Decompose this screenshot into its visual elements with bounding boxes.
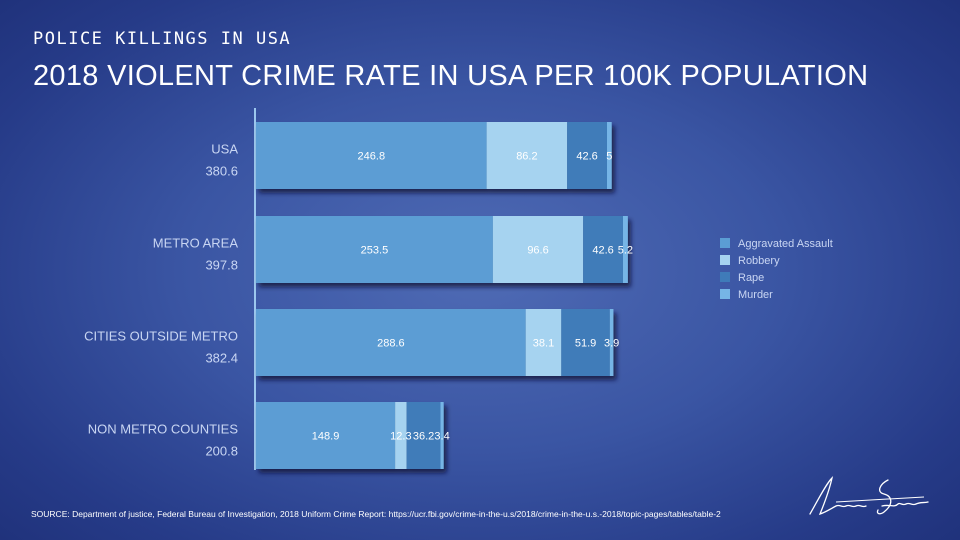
bars-layer	[256, 122, 628, 469]
bar-segment	[486, 122, 568, 189]
signature-logo	[809, 475, 929, 516]
data-label: 96.6	[527, 245, 548, 257]
bar-segment	[622, 216, 628, 283]
bar-segment	[583, 216, 623, 283]
legend-swatch	[720, 272, 730, 282]
legend-label: Rape	[738, 272, 764, 284]
bar-segment	[440, 402, 444, 469]
bar-segment	[406, 402, 441, 469]
total-label: 380.6	[205, 164, 238, 179]
bar-segment	[256, 122, 487, 189]
bar-segment	[395, 402, 407, 469]
data-label: 36.2	[413, 431, 434, 443]
bar-segment	[606, 122, 612, 189]
bar-segment	[561, 309, 610, 376]
legend-swatch	[720, 289, 730, 299]
data-label: 38.1	[533, 338, 554, 350]
chart-kicker: POLICE KILLINGS IN USA	[33, 29, 292, 49]
data-label: 5	[606, 151, 612, 163]
bar-segment	[525, 309, 562, 376]
bar-group	[256, 309, 614, 376]
data-label: 246.8	[358, 151, 386, 163]
legend: Aggravated Assault Robbery Rape Murder	[720, 238, 833, 301]
data-label: 253.5	[361, 245, 389, 257]
category-label: CITIES OUTSIDE METRO	[84, 329, 238, 344]
data-label: 3.4	[434, 431, 449, 443]
data-label: 42.6	[576, 151, 597, 163]
data-label: 86.2	[516, 151, 537, 163]
data-label: 12.3	[390, 431, 411, 443]
data-label: 288.6	[377, 338, 405, 350]
total-label: 382.4	[205, 351, 238, 366]
total-label: 397.8	[205, 258, 238, 273]
legend-label: Robbery	[738, 255, 780, 267]
bar-segment	[492, 216, 584, 283]
data-label: 5.2	[618, 245, 633, 257]
chart-title: 2018 VIOLENT CRIME RATE IN USA PER 100K …	[33, 60, 869, 92]
bar-segment	[567, 122, 607, 189]
category-label: NON METRO COUNTIES	[88, 422, 239, 437]
bar-segment	[609, 309, 614, 376]
bar-segment	[256, 216, 493, 283]
legend-label: Aggravated Assault	[738, 238, 833, 250]
data-label: 51.9	[575, 338, 596, 350]
bar-group	[256, 402, 444, 469]
bar-segment	[256, 402, 396, 469]
bar-segment	[256, 309, 526, 376]
bar-group	[256, 216, 628, 283]
labels-layer: 246.8 86.2 42.6 5 USA 380.6 253.5 96.6 42.6 5.2 ME…	[84, 142, 633, 459]
category-label: METRO AREA	[153, 236, 239, 251]
source-note: SOURCE: Department of justice, Federal B…	[31, 509, 721, 519]
category-label: USA	[211, 142, 238, 157]
legend-swatch	[720, 255, 730, 265]
bar-group	[256, 122, 612, 189]
data-label: 148.9	[312, 431, 340, 443]
data-label: 3.9	[604, 338, 619, 350]
total-label: 200.8	[205, 444, 238, 459]
data-label: 42.6	[592, 245, 613, 257]
legend-swatch	[720, 238, 730, 248]
legend-label: Murder	[738, 289, 773, 301]
